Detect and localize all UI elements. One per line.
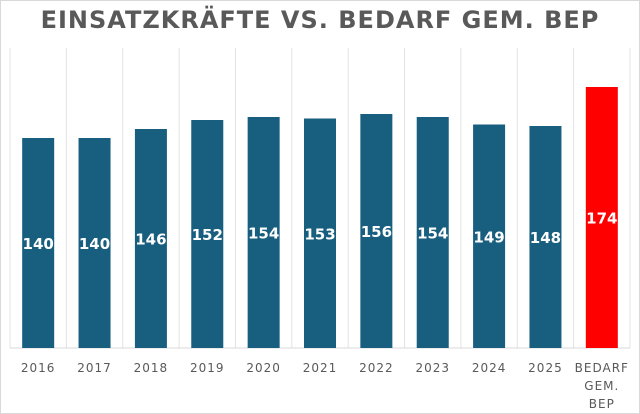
x-tick-label: BEDARF: [575, 361, 629, 375]
data-label: 153: [304, 225, 335, 243]
data-label: 154: [248, 225, 279, 243]
data-label: 149: [473, 228, 504, 246]
x-tick-label: BEP: [589, 397, 615, 411]
bar-2021: [304, 118, 336, 348]
x-tick-label: 2019: [190, 361, 225, 375]
x-tick-label: 2020: [246, 361, 281, 375]
x-tick-label: 2024: [472, 361, 507, 375]
x-tick-label: 2023: [415, 361, 450, 375]
data-label: 154: [417, 225, 448, 243]
bar-2020: [247, 117, 280, 348]
x-tick-label: 2021: [303, 361, 338, 375]
chart-title: EINSATZKRÄFTE VS. BEDARF GEM. BEP: [40, 6, 600, 34]
bar-2019: [191, 120, 224, 348]
data-label: 148: [530, 229, 561, 247]
bar-2018: [134, 129, 167, 348]
data-label: 140: [79, 235, 110, 253]
x-tick-label: 2022: [359, 361, 394, 375]
x-tick-label: 2018: [134, 361, 169, 375]
bar-2025: [529, 126, 562, 348]
data-label: 152: [192, 226, 223, 244]
data-label: 140: [23, 235, 54, 253]
bar-2017: [78, 138, 111, 348]
x-tick-label: 2016: [21, 361, 56, 375]
bar-bedarf-gem-bep: [585, 87, 618, 348]
bar-2024: [473, 124, 506, 348]
data-label: 156: [361, 223, 392, 241]
bar-2023: [416, 117, 449, 348]
data-label: 146: [135, 231, 166, 249]
data-label: 174: [586, 210, 617, 228]
x-tick-label: 2025: [528, 361, 563, 375]
x-tick-label: GEM.: [584, 379, 619, 393]
bar-2016: [22, 138, 55, 348]
x-tick-label: 2017: [77, 361, 112, 375]
bar-2022: [360, 114, 393, 348]
